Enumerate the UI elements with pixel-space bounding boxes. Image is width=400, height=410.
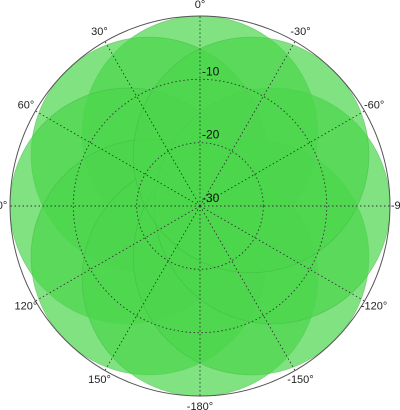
radial-tick-label: -10 [202,64,220,78]
angle-label: -90° [391,200,400,212]
angle-label: -180° [187,401,213,410]
angle-label: 60° [18,100,35,112]
angle-label: -60° [364,100,384,112]
series-lobe-7 [132,36,370,274]
outer-ring [9,15,391,397]
angle-label: -30° [290,26,310,38]
grid-group [10,16,390,396]
ring-1 [136,142,264,270]
angle-label: -150° [287,374,313,386]
angle-label: 30° [91,26,108,38]
angle-label: 90° [0,200,7,212]
radial-tick-label: -20 [202,128,220,142]
ring-2 [72,78,328,334]
angle-label: 150° [88,374,111,386]
radial-label-group: -30 -20 -10 [202,64,220,205]
angle-label: -120° [361,301,387,313]
angle-label: 120° [15,301,38,313]
angle-label: 0° [195,0,206,11]
radial-tick-label: -30 [202,191,220,205]
